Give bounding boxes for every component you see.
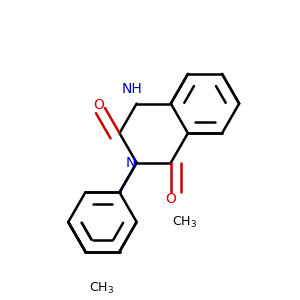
Text: NH: NH [122,82,142,96]
Text: CH$_3$: CH$_3$ [172,214,197,230]
Text: CH$_3$: CH$_3$ [88,281,114,296]
Text: O: O [94,98,104,112]
Text: O: O [165,192,176,206]
Text: N: N [125,156,136,170]
